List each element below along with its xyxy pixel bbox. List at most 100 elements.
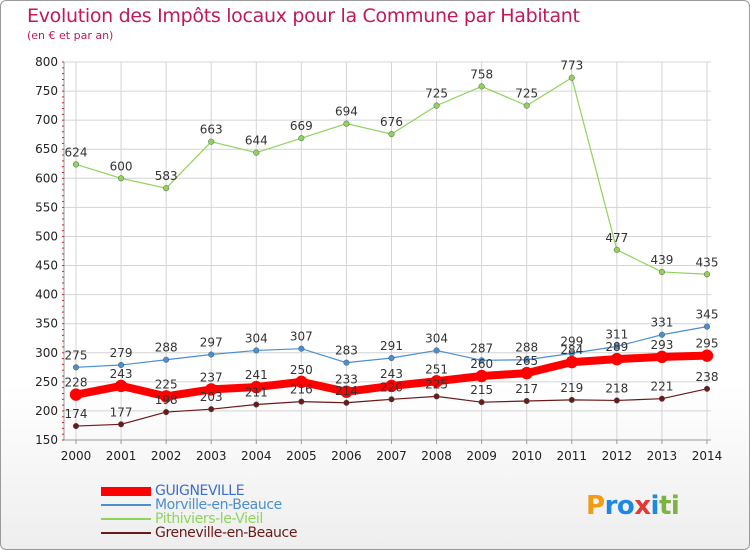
data-point <box>388 396 395 403</box>
data-label: 297 <box>200 336 223 350</box>
data-point <box>343 399 350 406</box>
data-label: 284 <box>560 343 583 357</box>
x-tick-label: 2005 <box>286 449 317 463</box>
data-label: 216 <box>290 383 313 397</box>
data-point <box>159 390 173 403</box>
x-tick-label: 2003 <box>196 449 227 463</box>
data-label: 174 <box>65 407 88 421</box>
x-tick-label: 2011 <box>557 449 588 463</box>
data-point <box>658 395 665 402</box>
data-label: 288 <box>155 341 178 355</box>
data-label: 663 <box>200 123 223 137</box>
data-label: 198 <box>155 393 178 407</box>
data-point <box>343 359 350 366</box>
data-label: 669 <box>290 119 313 133</box>
logo-letter: i <box>670 491 680 521</box>
data-point <box>655 350 669 364</box>
legend-label: Greneville-en-Beauce <box>155 525 298 541</box>
data-point <box>253 347 260 354</box>
data-point <box>295 375 308 389</box>
x-tick-label: 2006 <box>331 449 362 463</box>
data-point <box>118 361 125 369</box>
data-label: 214 <box>335 384 358 398</box>
data-point <box>204 383 218 396</box>
data-point <box>69 388 83 401</box>
data-point <box>478 357 485 364</box>
x-tick-label: 2007 <box>376 449 407 463</box>
data-point <box>250 380 263 394</box>
data-point <box>658 331 665 338</box>
data-point <box>163 409 170 416</box>
data-point <box>703 323 711 330</box>
y-tick-label: 750 <box>35 84 58 98</box>
data-label: 283 <box>335 344 358 358</box>
data-label: 221 <box>650 380 673 394</box>
data-point <box>433 347 440 354</box>
logo-letter: i <box>650 491 660 521</box>
data-label: 233 <box>335 373 358 387</box>
x-tick-label: 2010 <box>511 449 542 463</box>
data-label: 304 <box>425 331 448 345</box>
x-tick-label: 2008 <box>421 449 452 463</box>
data-label: 203 <box>200 390 223 404</box>
data-label: 293 <box>650 338 673 352</box>
y-tick-label: 200 <box>35 404 58 418</box>
data-point <box>208 351 215 358</box>
data-point <box>208 138 215 145</box>
data-label: 311 <box>605 327 628 341</box>
data-label: 220 <box>380 380 403 394</box>
y-tick-label: 300 <box>35 346 58 360</box>
data-label: 219 <box>560 381 583 395</box>
legend-label: Pithiviers-le-Vieil <box>155 511 263 527</box>
logo-letter: o <box>616 491 635 521</box>
data-point <box>163 185 170 192</box>
legend-swatch <box>101 487 151 496</box>
data-label: 177 <box>110 405 133 419</box>
legend-swatch <box>101 532 151 534</box>
data-label: 211 <box>245 386 268 400</box>
y-tick-label: 800 <box>35 55 58 69</box>
data-point <box>114 379 128 393</box>
data-point <box>703 271 711 278</box>
x-tick-label: 2009 <box>466 449 497 463</box>
data-label: 288 <box>515 341 538 355</box>
data-label: 345 <box>696 308 719 322</box>
chart-subtitle: (en € et par an) <box>27 29 114 42</box>
logo-letter: x <box>634 491 651 521</box>
logo-letter: t <box>658 491 671 521</box>
y-tick-label: 550 <box>35 200 58 214</box>
data-label: 435 <box>696 255 719 269</box>
data-label: 758 <box>470 67 493 81</box>
data-label: 250 <box>290 363 313 377</box>
logo-letter: r <box>604 491 618 521</box>
data-point <box>523 102 530 109</box>
data-label: 291 <box>380 339 403 353</box>
data-label: 676 <box>380 115 403 129</box>
data-point <box>340 385 353 398</box>
data-label: 265 <box>515 354 538 368</box>
data-label: 217 <box>515 382 538 396</box>
data-label: 583 <box>155 169 178 183</box>
data-point <box>430 375 443 388</box>
data-label: 260 <box>470 357 493 371</box>
data-label: 477 <box>605 231 628 245</box>
data-label: 228 <box>65 376 88 390</box>
chart-title: Evolution des Impôts locaux pour la Comm… <box>27 5 580 27</box>
data-label: 725 <box>425 87 448 101</box>
x-tick-label: 2000 <box>61 449 92 463</box>
data-label: 215 <box>470 383 493 397</box>
data-label: 238 <box>696 370 719 384</box>
data-label: 243 <box>380 367 403 381</box>
data-point <box>253 401 260 408</box>
data-point <box>703 385 711 392</box>
data-label: 694 <box>335 105 358 119</box>
data-label: 439 <box>650 253 673 267</box>
y-tick-label: 350 <box>35 317 58 331</box>
data-label: 304 <box>245 331 268 345</box>
data-point <box>388 131 395 138</box>
data-point <box>568 396 575 403</box>
legend-label: GUIGNEVILLE <box>155 483 245 499</box>
x-tick-label: 2002 <box>151 449 182 463</box>
